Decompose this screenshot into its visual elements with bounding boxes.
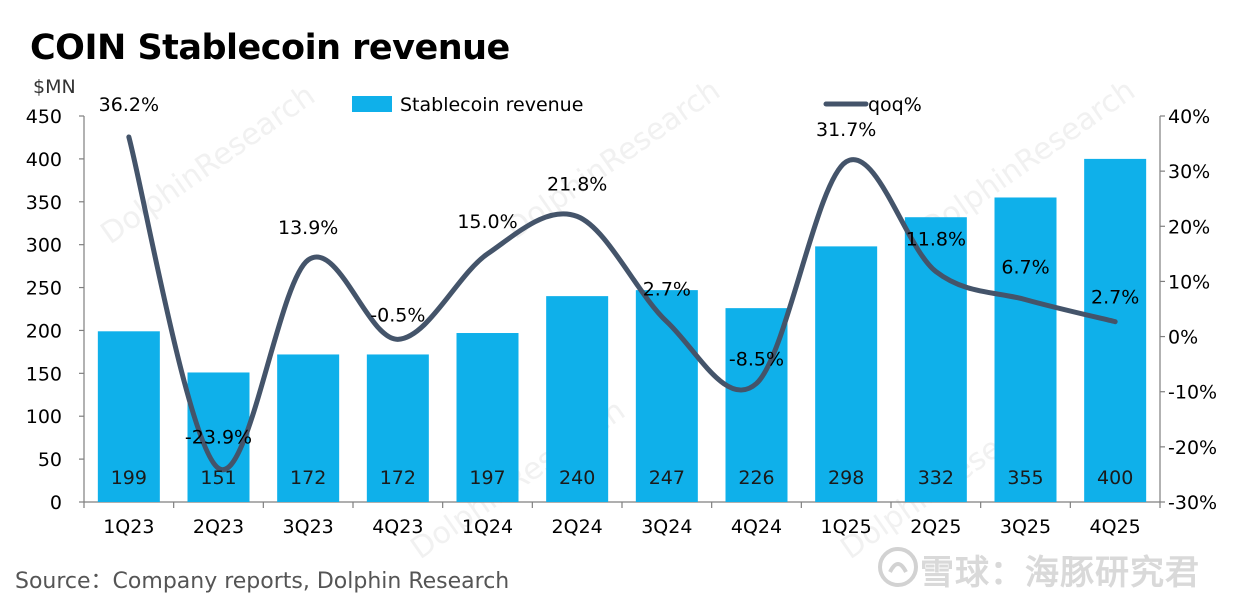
y-right-tick-label: 40% [1168, 106, 1210, 128]
bar-value-label: 355 [1007, 467, 1043, 489]
qoq-value-label: -0.5% [370, 304, 425, 326]
legend-swatch-bar [352, 96, 392, 112]
axes: $MN 0 50 100 150 200 250 300 350 400 450 -30% -20% -1… [26, 76, 1217, 538]
y-right-tick-label: -10% [1168, 382, 1217, 404]
bar-value-label: 332 [918, 467, 954, 489]
y-right-tick-label: -30% [1168, 492, 1217, 514]
bar [994, 197, 1057, 502]
bar [904, 217, 967, 502]
x-tick-label: 1Q23 [103, 516, 154, 538]
x-tick-label: 2Q25 [910, 516, 961, 538]
qoq-value-label: 21.8% [547, 173, 607, 195]
watermark-brand: 雪球：海豚研究君 [920, 553, 1200, 593]
x-tick-label: 1Q24 [462, 516, 513, 538]
y-right-tick-label: 30% [1168, 161, 1210, 183]
y-left-tick-label: 50 [38, 449, 62, 471]
bar [277, 354, 340, 502]
y-right-tick-label: 10% [1168, 271, 1210, 293]
x-tick-label: 4Q25 [1090, 516, 1141, 538]
y-left-tick-label: 0 [50, 492, 62, 514]
bar [1084, 158, 1147, 502]
legend-label-line: qoq% [868, 94, 922, 116]
y-right-tick-label: 0% [1168, 327, 1198, 349]
y-right-tick-label: 20% [1168, 216, 1210, 238]
y-left-tick-label: 400 [26, 149, 62, 171]
bar [815, 246, 878, 502]
qoq-line [126, 134, 1118, 473]
line-series [126, 134, 1118, 473]
y-left-tick-label: 300 [26, 235, 62, 257]
qoq-value-label: 2.7% [643, 279, 691, 301]
data-labels: 199 151 172 172 197 240 247 226 298 332 355 400 36.2… [99, 94, 1140, 489]
qoq-value-label: 31.7% [816, 119, 876, 141]
qoq-value-label: -8.5% [729, 348, 784, 370]
x-tick-label: 4Q24 [731, 516, 782, 538]
y-axis-left-label: $MN [33, 76, 76, 98]
bar-value-label: 247 [649, 467, 685, 489]
x-tick-label: 2Q24 [552, 516, 603, 538]
qoq-value-label: 11.8% [906, 229, 966, 251]
chart-title: COIN Stablecoin revenue [30, 28, 510, 68]
watermark-layer: DolphinResearch DolphinResearch DolphinRes… [95, 73, 1142, 567]
watermark-logo-icon [878, 547, 918, 587]
bar [456, 333, 519, 502]
bar-value-label: 400 [1097, 467, 1133, 489]
legend: Stablecoin revenue qoq% [352, 94, 922, 116]
x-tick-label: 1Q25 [821, 516, 872, 538]
y-left-tick-label: 350 [26, 192, 62, 214]
bar-series [97, 158, 1147, 502]
bar-value-label: 226 [738, 467, 774, 489]
legend-label-bar: Stablecoin revenue [400, 94, 583, 116]
x-tick-label: 3Q23 [283, 516, 334, 538]
y-right-tick-label: -20% [1168, 437, 1217, 459]
x-tick-label: 3Q24 [641, 516, 692, 538]
bar-value-label: 151 [200, 467, 236, 489]
bar-value-label: 240 [559, 467, 595, 489]
qoq-value-label: 13.9% [278, 217, 338, 239]
y-left-tick-label: 450 [26, 106, 62, 128]
bar [97, 331, 160, 502]
bar [187, 372, 250, 502]
source-note: Source：Company reports, Dolphin Research [15, 569, 510, 594]
bar-value-label: 298 [828, 467, 864, 489]
bar-value-label: 172 [380, 467, 416, 489]
y-left-tick-label: 150 [26, 363, 62, 385]
bar-value-label: 199 [111, 467, 147, 489]
bar [546, 296, 609, 502]
x-tick-label: 2Q23 [193, 516, 244, 538]
y-left-tick-label: 100 [26, 406, 62, 428]
qoq-value-label: -23.9% [185, 426, 252, 448]
bar [635, 290, 698, 502]
y-left-tick-label: 200 [26, 320, 62, 342]
x-tick-label: 4Q23 [372, 516, 423, 538]
qoq-value-label: 2.7% [1091, 287, 1139, 309]
bar [366, 354, 429, 502]
qoq-value-label: 6.7% [1001, 257, 1049, 279]
qoq-value-label: 15.0% [457, 211, 517, 233]
x-tick-label: 3Q25 [1000, 516, 1051, 538]
bar-value-label: 197 [469, 467, 505, 489]
y-left-tick-label: 250 [26, 278, 62, 300]
qoq-value-label: 36.2% [99, 94, 159, 116]
bar-value-label: 172 [290, 467, 326, 489]
